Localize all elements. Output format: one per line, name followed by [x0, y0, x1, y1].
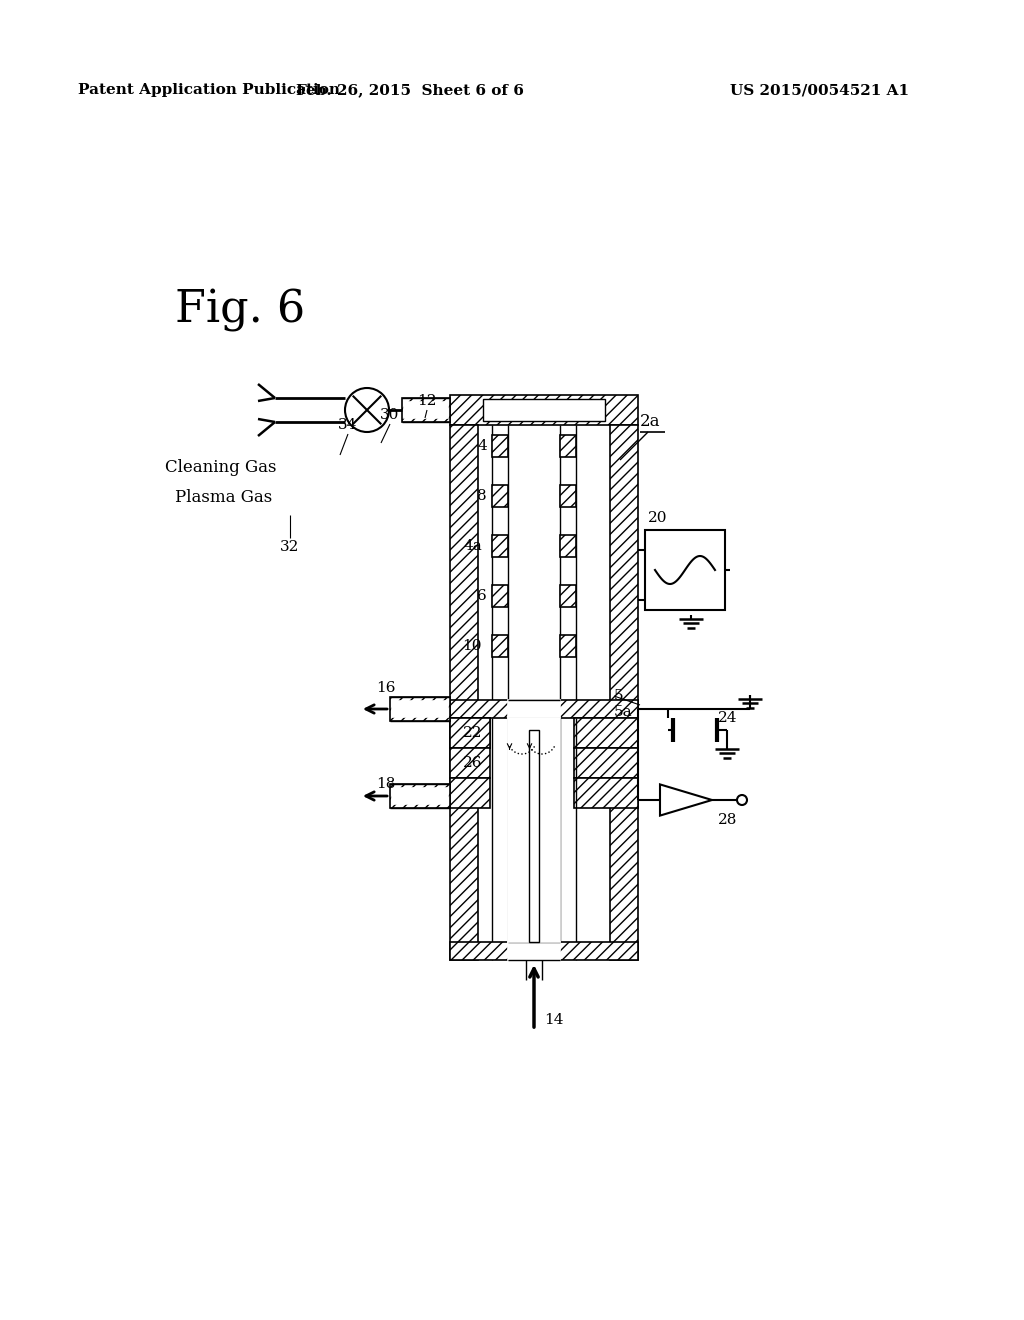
Bar — [574, 748, 638, 777]
Text: US 2015/0054521 A1: US 2015/0054521 A1 — [730, 83, 909, 96]
Bar — [450, 942, 638, 960]
Bar — [492, 484, 508, 507]
Bar — [450, 700, 638, 718]
Bar — [483, 399, 605, 421]
Text: Feb. 26, 2015  Sheet 6 of 6: Feb. 26, 2015 Sheet 6 of 6 — [296, 83, 524, 96]
Text: 20: 20 — [648, 511, 668, 525]
Text: 30: 30 — [380, 408, 399, 422]
Text: 4: 4 — [477, 440, 487, 453]
Text: 18: 18 — [377, 777, 396, 791]
Text: 16: 16 — [377, 681, 396, 696]
Bar — [508, 700, 560, 718]
Bar — [450, 777, 490, 808]
Text: 4a: 4a — [463, 539, 482, 553]
Text: Cleaning Gas: Cleaning Gas — [165, 458, 276, 475]
Text: 34: 34 — [338, 418, 357, 432]
Bar — [560, 484, 575, 507]
Bar — [392, 788, 449, 804]
Bar — [560, 585, 575, 607]
Bar — [492, 535, 508, 557]
Bar — [450, 425, 478, 960]
Text: 26: 26 — [463, 756, 482, 770]
Bar — [390, 697, 450, 721]
Bar — [645, 531, 725, 610]
Text: 2a: 2a — [640, 413, 660, 430]
Bar — [492, 436, 508, 457]
Text: 22: 22 — [463, 726, 482, 741]
Bar — [560, 635, 575, 657]
Text: 8: 8 — [477, 488, 487, 503]
Bar — [450, 718, 490, 748]
Text: 10: 10 — [463, 639, 482, 653]
Bar — [390, 784, 450, 808]
Text: 24: 24 — [718, 711, 737, 725]
Bar — [508, 718, 560, 942]
Bar — [529, 730, 539, 942]
Bar — [404, 403, 449, 418]
Text: 32: 32 — [281, 540, 300, 554]
Bar — [402, 399, 450, 422]
Text: 14: 14 — [544, 1012, 563, 1027]
Bar — [392, 701, 449, 717]
Bar — [450, 748, 490, 777]
Text: 5a: 5a — [614, 705, 633, 719]
Text: Patent Application Publication: Patent Application Publication — [78, 83, 340, 96]
Bar — [492, 635, 508, 657]
Bar — [610, 425, 638, 960]
Bar — [492, 585, 508, 607]
Bar — [560, 436, 575, 457]
Bar — [450, 718, 490, 748]
Text: 12: 12 — [417, 393, 437, 408]
Text: 5: 5 — [614, 689, 624, 704]
Text: 6: 6 — [477, 589, 487, 603]
Text: Plasma Gas: Plasma Gas — [175, 490, 272, 507]
Bar — [574, 777, 638, 808]
Bar — [560, 535, 575, 557]
Bar — [450, 395, 638, 425]
Text: Fig. 6: Fig. 6 — [175, 288, 305, 331]
Text: 28: 28 — [718, 813, 737, 828]
Bar — [574, 718, 638, 748]
Bar — [508, 942, 560, 960]
